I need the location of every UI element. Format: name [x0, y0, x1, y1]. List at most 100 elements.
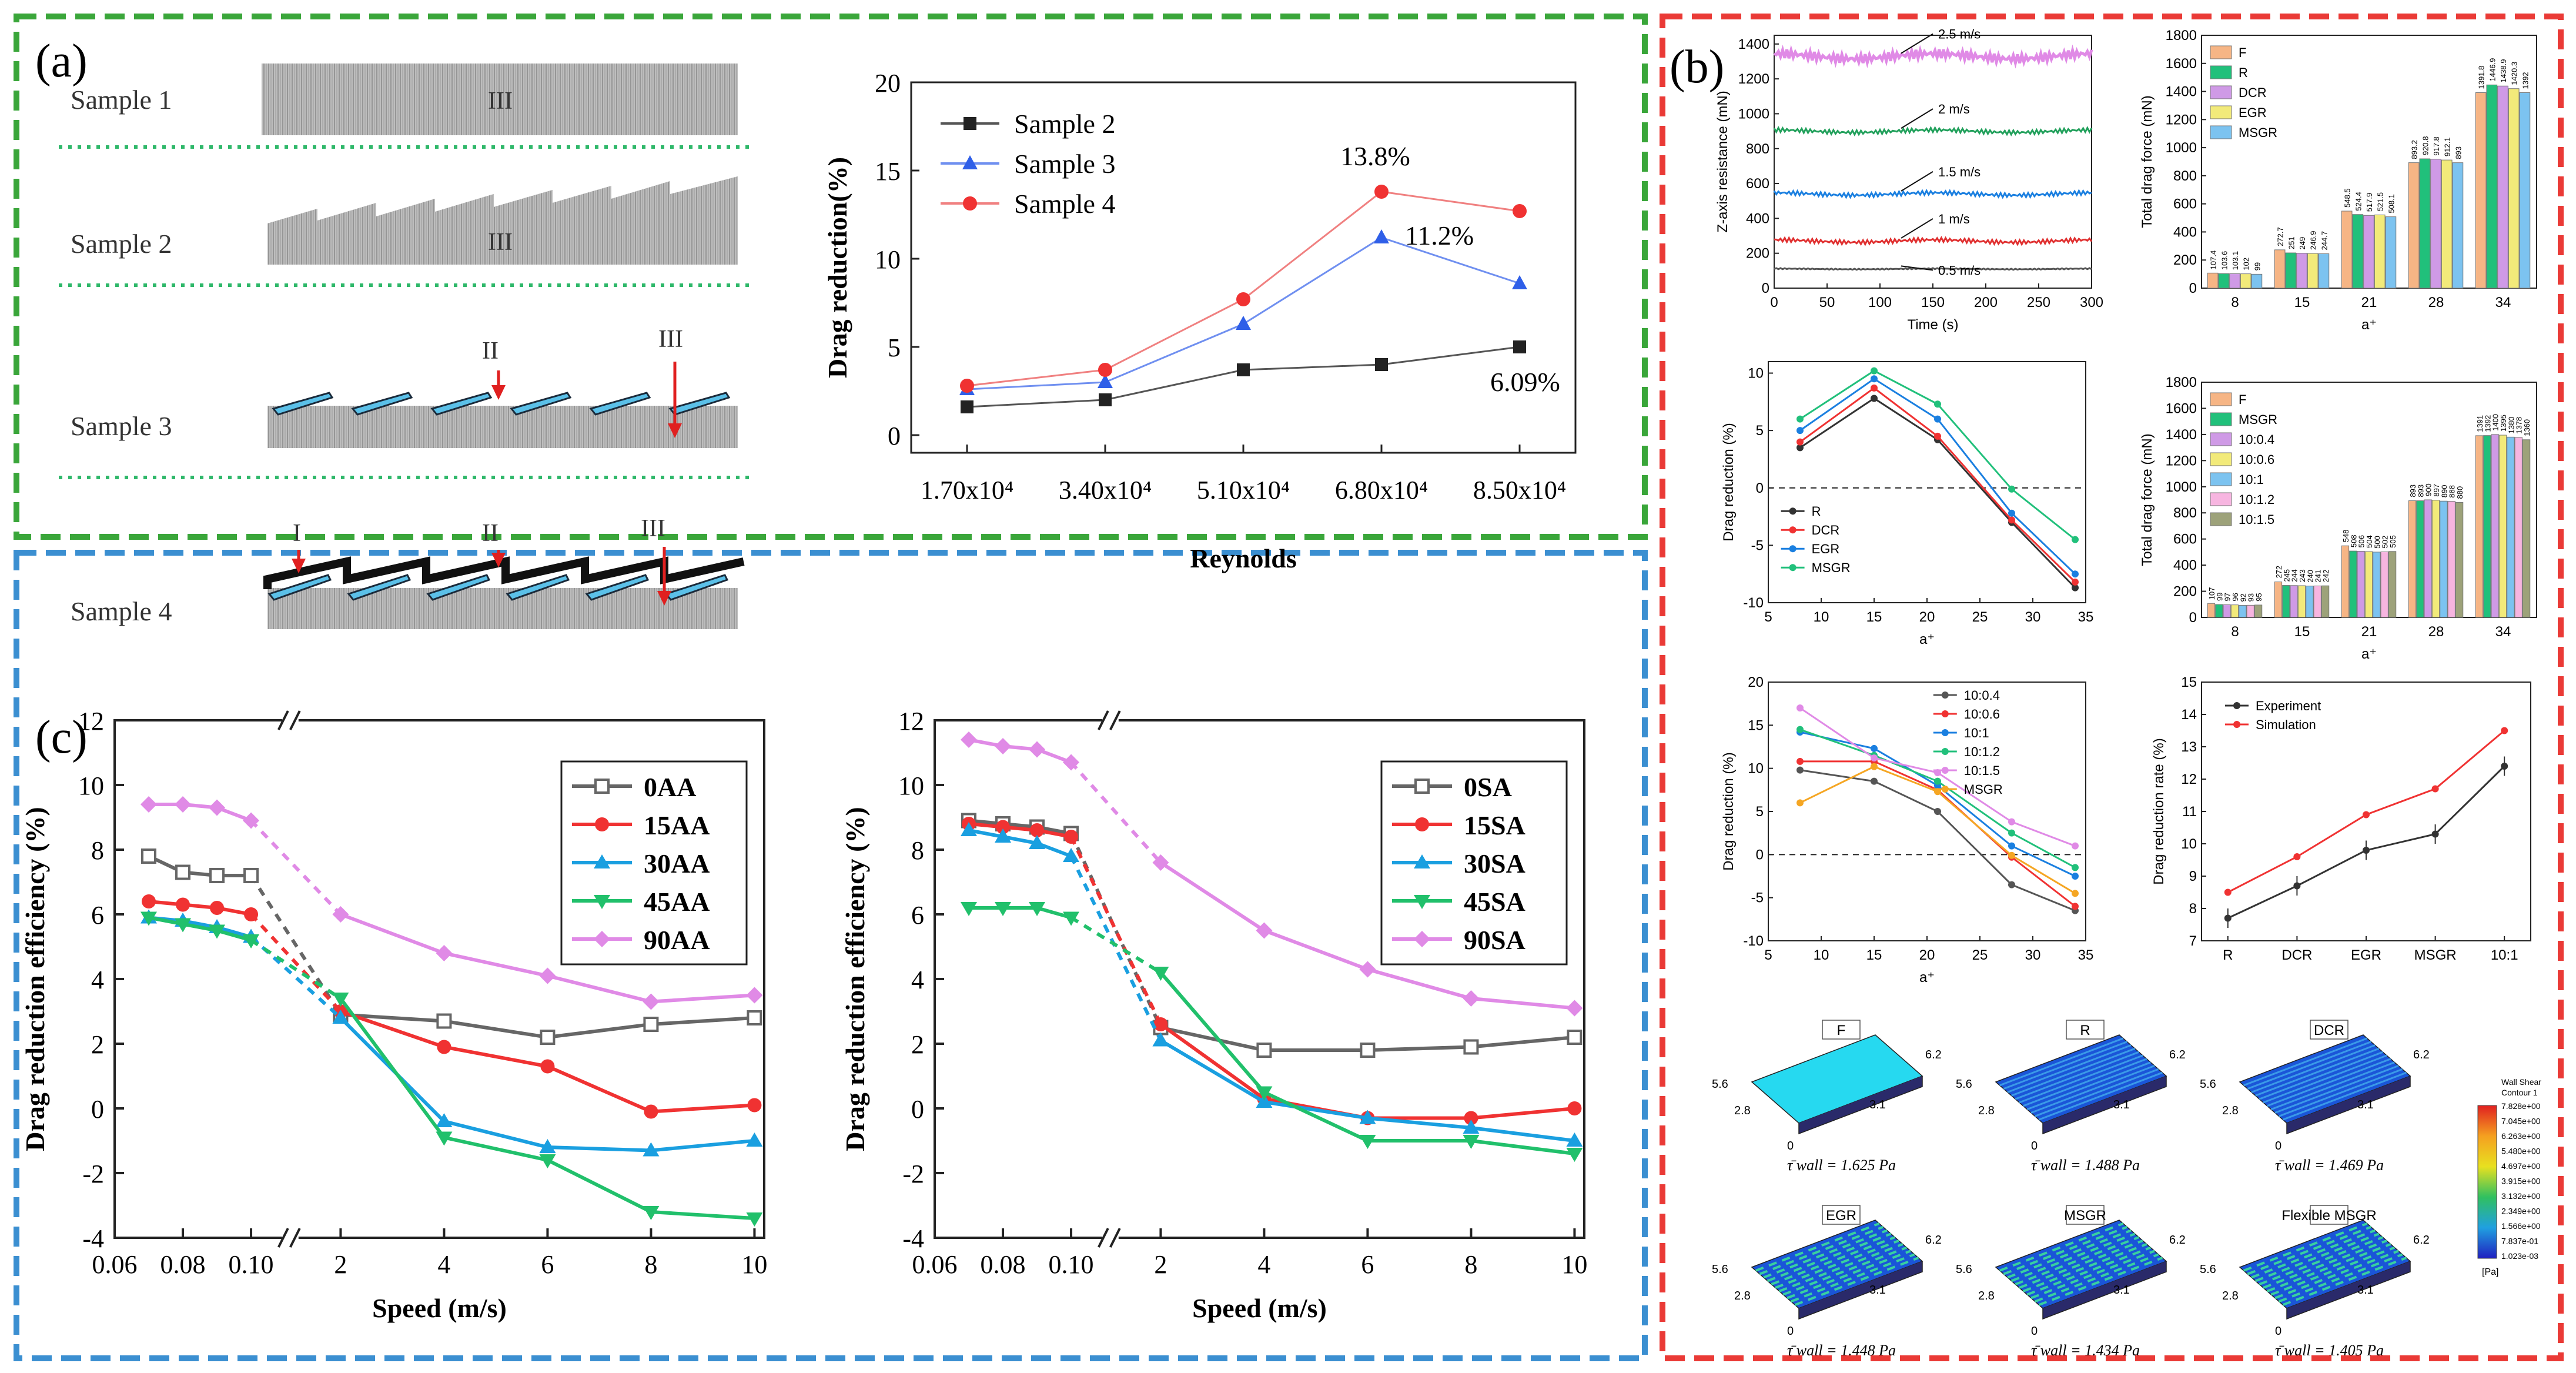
- panel-c-left-point: [332, 1010, 349, 1024]
- panel-b-surface-flexible-msgr-axis-label: 2.8: [2222, 1290, 2239, 1302]
- panel-c-right-point: [961, 822, 978, 836]
- panel-b-surface-dcr-stripe: [2263, 1054, 2387, 1104]
- panel-b-surface-r-axis-label: 6.2: [2169, 1048, 2186, 1061]
- panel-b-totalforce1-bar: [2385, 216, 2397, 289]
- panel-b-totalforce1-ytick-label: 1800: [2166, 28, 2197, 44]
- panel-b-totalforce2-value-label: 241: [2314, 570, 2323, 583]
- panel-c-left-point: [141, 848, 157, 864]
- sample-3-fin: [589, 392, 651, 416]
- panel-b-dragreduction2-ytick-label: 20: [1748, 674, 1764, 690]
- panel-b-surface-r-stripe: [1999, 1037, 2124, 1087]
- panel-b-totalforce1-legend-label: MSGR: [2239, 125, 2277, 140]
- panel-b-totalforce2-value-label: 1380: [2507, 416, 2515, 433]
- panel-b-resistance-ytick-label: 600: [1746, 176, 1769, 192]
- panel-c-right-point: [1566, 1000, 1583, 1017]
- panel-c-left-point: [176, 897, 190, 912]
- panel-b-surface-r-axis-label: 3.1: [2113, 1098, 2130, 1111]
- panel-a-chart-annotation: 6.09%: [1490, 367, 1560, 397]
- panel-b-dragreduction2-point: [2072, 864, 2079, 871]
- panel-a-chart-ytick-label: 15: [875, 157, 901, 186]
- panel-b-dragreduction2-point: [2072, 890, 2079, 897]
- panel-b-totalforce1-legend-swatch: [2210, 105, 2232, 119]
- panel-b-totalforce2-value-label: 893: [2416, 485, 2425, 497]
- panel-b-surface-egr-stripe: [1778, 1242, 1903, 1292]
- panel-c-left-point: [540, 1030, 556, 1045]
- panel-b-surface-flexible-msgr-stripe: [2259, 1236, 2384, 1286]
- panel-b-totalforce1-xtick-label: 21: [2361, 295, 2377, 310]
- panel-b-totalforce1-value-label: 548.5: [2343, 188, 2352, 208]
- panel-b-totalforce1-bar: [2508, 88, 2520, 289]
- panel-c-left-xtick-label: 4: [437, 1250, 450, 1279]
- panel-b-totalforce2-bar: [2408, 500, 2417, 618]
- panel-b-comparison-xtick-label: MSGR: [2414, 947, 2457, 963]
- sample-4-marker-ii: II: [482, 520, 499, 547]
- panel-b-surface-r-stripe: [2003, 1041, 2127, 1090]
- panel-b-totalforce2-bar: [2388, 551, 2397, 618]
- panel-b-surface-msgr-axis-label: 6.2: [2169, 1234, 2186, 1247]
- panel-b-comparison-legend-marker: [2233, 702, 2240, 709]
- panel-b-totalforce2-bar: [2507, 436, 2515, 618]
- panel-b-totalforce1-value-label: 521.5: [2376, 192, 2385, 212]
- panel-c-left-xtick-label: 10: [741, 1250, 767, 1279]
- panel-b-totalforce2-value-label: 900: [2424, 483, 2433, 496]
- panel-b-dragreduction2-point: [2072, 842, 2079, 850]
- panel-b-comparison-point: [2363, 847, 2370, 854]
- panel-b-totalforce1-value-label: 1446.9: [2488, 58, 2497, 82]
- panel-b-surface-flexible-msgr-stripe: [2243, 1222, 2368, 1272]
- panel-b-totalforce2-value-label: 890: [2440, 485, 2448, 498]
- panel-b-comparison-point: [2501, 727, 2508, 734]
- panel-b-surface-egr-axis-label: 0: [1787, 1325, 1794, 1338]
- panel-b-surface-r-axis-label: 5.6: [1956, 1078, 1972, 1091]
- sample-4-top-layer: [263, 556, 745, 589]
- panel-b-totalforce2-xtick-label: 15: [2294, 624, 2310, 640]
- panel-c-left-point: [747, 1010, 762, 1025]
- panel-b-dragreduction1-point: [1871, 384, 1878, 392]
- panel-b-surface-msgr-stripe: [1999, 1222, 2124, 1272]
- panel-b-resistance-ytick-label: 1200: [1738, 71, 1769, 87]
- panel-b-surface-flexible-msgr-stripe: [2270, 1246, 2396, 1296]
- panel-b-surface-msgr-stripe: [2019, 1240, 2143, 1289]
- panel-c-right-point: [1463, 1120, 1480, 1134]
- panel-c-label: (c): [35, 711, 88, 763]
- panel-c-left-point: [643, 1017, 659, 1032]
- panel-c-right-point: [961, 731, 978, 748]
- panel-c-left-point: [540, 1059, 555, 1074]
- panel-b-totalforce2-value-label: 1391: [2475, 415, 2484, 432]
- panel-b-resistance-line-2-m-s: [1773, 126, 2093, 137]
- panel-c-left-legend-marker: [594, 854, 610, 868]
- sample-2: Sample 2 III: [71, 176, 738, 265]
- panel-b-totalforce1-value-label: 1392: [2521, 72, 2530, 89]
- panel-b-surface-flexible-msgr-stripe: [2282, 1257, 2407, 1307]
- panel-a-chart-xtick-label: 8.50x10⁴: [1473, 476, 1566, 505]
- colorbar-tick: 7.045e+00: [2501, 1117, 2541, 1126]
- panel-b-comparison-ytick-label: 11: [2182, 804, 2197, 820]
- panel-b-totalforce2-value-label: 97: [2223, 593, 2232, 601]
- panel-c-left-point: [243, 934, 260, 948]
- panel-b-comparison-point: [2293, 882, 2301, 890]
- panel-b-totalforce2-bar: [2282, 585, 2290, 618]
- panel-b-totalforce1-value-label: 912.1: [2443, 138, 2452, 157]
- panel-b-dragreduction1-point: [1934, 400, 1941, 408]
- panel-c-left-point: [539, 967, 556, 984]
- panel-b-dragreduction1-ytick-label: 0: [1756, 480, 1764, 496]
- panel-b-totalforce2-bar: [2341, 545, 2350, 618]
- panel-b-totalforce2-bar: [2246, 604, 2254, 618]
- panel-b-surface-dcr-axis-label: 6.2: [2413, 1048, 2430, 1061]
- panel-b-totalforce2-legend-swatch: [2210, 492, 2232, 506]
- panel-b-totalforce1-value-label: 251: [2287, 236, 2296, 249]
- panel-c-left-point: [140, 796, 158, 813]
- panel-b-surface-msgr-stripe: [2022, 1242, 2147, 1292]
- panel-b-surface-f-axis-label: 5.6: [1712, 1078, 1728, 1091]
- panel-b-dragreduction2-ylabel: Drag reduction (%): [1721, 752, 1737, 870]
- panel-b-totalforce1-value-label: 893: [2454, 146, 2463, 159]
- panel-c-left-xtick-label: 2: [334, 1250, 347, 1279]
- panel-b-comparison-point: [2501, 763, 2508, 770]
- panel-b-dragreduction1-ytick-label: 10: [1748, 366, 1764, 382]
- panel-b-totalforce1-legend-label: F: [2239, 45, 2246, 60]
- colorbar-gradient: [2477, 1105, 2497, 1259]
- panel-b-surface-flexible-msgr-stripe: [2251, 1229, 2376, 1279]
- panel-b-dragreduction2-point: [2008, 881, 2015, 888]
- panel-b-totalforce1-legend-swatch: [2210, 125, 2232, 139]
- panel-b-surface-egr-stripe: [1782, 1246, 1908, 1296]
- panel-b-totalforce2-value-label: 1392: [2483, 415, 2492, 432]
